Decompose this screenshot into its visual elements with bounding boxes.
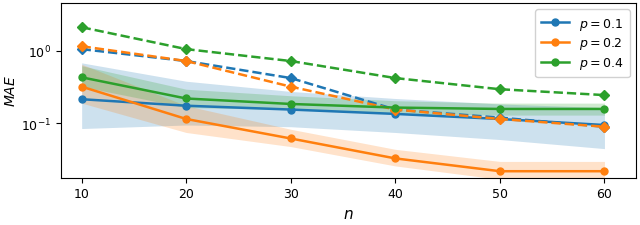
$p = 0.2$ (496, 170, 504, 173)
Legend: $p = 0.1$, $p = 0.2$, $p = 0.4$: $p = 0.1$, $p = 0.2$, $p = 0.4$ (535, 10, 630, 78)
$p = 0.4$ (182, 98, 190, 100)
Line: $p = 0.2$: $p = 0.2$ (78, 84, 608, 175)
$p = 0.1$ (600, 124, 608, 127)
$p = 0.2$ (600, 170, 608, 173)
X-axis label: $n$: $n$ (343, 206, 354, 221)
$p = 0.1$ (287, 109, 294, 111)
$p = 0.2$ (392, 157, 399, 160)
$p = 0.4$ (496, 108, 504, 111)
$p = 0.1$ (78, 98, 86, 101)
$p = 0.4$ (392, 107, 399, 109)
Y-axis label: $MAE$: $MAE$ (4, 75, 18, 107)
Line: $p = 0.4$: $p = 0.4$ (78, 74, 608, 113)
$p = 0.4$ (600, 108, 608, 111)
$p = 0.1$ (496, 118, 504, 121)
$p = 0.4$ (78, 77, 86, 79)
Line: $p = 0.1$: $p = 0.1$ (78, 96, 608, 129)
$p = 0.1$ (182, 105, 190, 108)
$p = 0.2$ (182, 118, 190, 121)
$p = 0.2$ (287, 137, 294, 140)
$p = 0.4$ (287, 103, 294, 106)
$p = 0.1$ (392, 113, 399, 116)
$p = 0.2$ (78, 86, 86, 89)
